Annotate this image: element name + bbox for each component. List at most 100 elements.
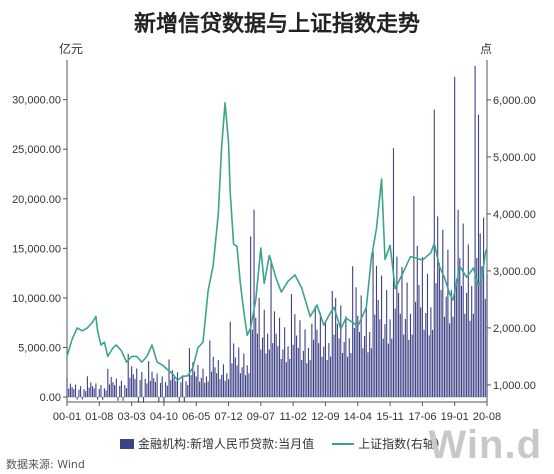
loan-bar [159,382,162,398]
loan-bar [146,383,148,398]
loan-bar [370,348,372,398]
loan-bar [415,301,417,398]
loan-bar [330,356,332,398]
loan-bar [297,347,299,398]
loan-bar [197,364,199,398]
loan-bar [173,377,175,398]
loan-bar [207,381,209,398]
x-tick-label: 14-04 [344,411,372,423]
loan-bar [199,381,201,398]
loan-bar [384,324,386,398]
loan-bar [226,373,228,398]
loan-bar [316,329,318,398]
loan-bar [81,397,83,400]
legend: 金融机构:新增人民币贷款:当月值 上证指数(右轴) [120,435,439,452]
loan-bar [331,290,333,398]
loan-bar [233,343,235,398]
loan-bar [136,368,138,398]
loan-bar [486,274,488,398]
loan-bar [86,376,88,398]
loan-bar [222,364,224,398]
loan-bar [445,296,447,398]
loan-bar [268,349,270,398]
loan-bar [372,251,374,398]
loan-bar [336,323,338,398]
left-tick-label: 0.00 [40,392,61,404]
loan-bar [360,295,362,398]
loan-bar [391,338,393,398]
loan-bar [299,320,301,398]
legend-bar-swatch [120,438,134,449]
loan-bar [221,374,223,398]
loan-bar [347,356,349,398]
loan-bar [241,367,243,398]
loan-bar [365,307,367,398]
loan-bar [251,329,253,398]
loan-bar [450,289,452,398]
left-axis-unit: 亿元 [59,42,84,56]
loan-bar [442,229,444,398]
loan-bar [460,286,463,398]
loan-bar [98,388,100,398]
loan-bar [484,298,486,398]
loan-bar [243,353,245,398]
loan-bar [185,381,187,398]
loan-bar [350,353,352,398]
loan-bar [296,335,298,398]
loan-bar [285,362,287,398]
loan-bar [440,289,442,398]
loan-bar [483,217,485,398]
loan-bar [335,298,337,398]
loan-bar [168,359,170,398]
loan-bar [202,368,204,398]
loan-bar [277,346,279,398]
loan-bar [124,385,126,398]
right-tick-label: 4,000.00 [493,209,536,221]
loan-bar [148,361,150,398]
loan-bar [100,385,102,398]
loan-bar [137,397,139,403]
loan-bar [326,359,328,398]
left-tick-label: 30,000.00 [12,95,61,107]
loan-bar [319,312,321,398]
loan-bar [452,316,454,398]
loan-bar [409,313,412,398]
loan-bar [139,379,141,398]
loan-bar [178,397,180,402]
loan-bar [158,397,160,402]
loan-bar [318,343,320,398]
loan-bar [107,368,109,398]
loan-bar [108,384,111,398]
loan-bar [343,342,345,398]
loan-bar [358,332,361,398]
loan-bar [301,360,303,398]
loan-bar [398,292,400,398]
loan-bar [428,335,430,398]
loan-bar [433,109,435,398]
right-tick-label: 3,000.00 [493,266,536,278]
loan-bar [195,376,197,398]
loan-bar [132,374,134,398]
left-tick-label: 10,000.00 [12,293,61,305]
loan-bar [117,397,119,401]
loan-bar [171,370,173,398]
loan-bar [462,223,464,398]
loan-bar [403,334,405,398]
loan-bar [176,372,179,398]
loan-bar [193,371,196,398]
loan-bar [311,323,313,398]
loan-bar [364,336,366,398]
loan-bar [258,297,260,398]
loan-bar [141,371,143,398]
loan-bar [234,357,236,398]
loan-bar [287,346,289,398]
loan-bar [122,397,124,401]
loan-bar [292,344,294,398]
loan-bar [250,236,252,398]
loan-bar [474,65,476,398]
left-tick-label: 20,000.00 [12,194,61,206]
loan-bar [324,322,327,398]
loan-bar [469,320,471,398]
x-tick-label: 11-02 [279,411,306,423]
